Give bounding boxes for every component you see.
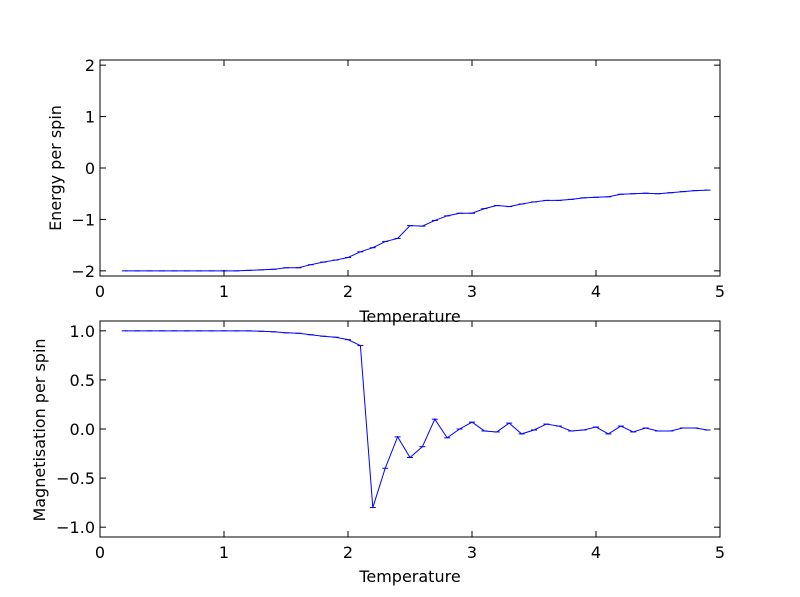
magnetisation-y-axis-label: Magnetisation per spin — [30, 338, 49, 521]
magnetisation-y-tick-label: −0.5 — [56, 469, 95, 488]
magnetisation-x-tick-label: 1 — [219, 543, 229, 562]
energy-series — [121, 189, 711, 272]
energy-y-tick-label: 1 — [85, 108, 95, 127]
energy-y-tick-label: 0 — [85, 159, 95, 178]
energy-x-tick-label: 4 — [591, 282, 601, 301]
magnetisation-y-tick-label: 0.5 — [70, 371, 95, 390]
magnetisation-ticks: 0 1 2 3 4 5 −1.0 −0.5 0.0 0.5 1.0 — [56, 321, 725, 562]
magnetisation-x-axis-label: Temperature — [358, 567, 460, 586]
magnetisation-y-tick-label: 1.0 — [70, 322, 95, 341]
magnetisation-chart: 0 1 2 3 4 5 −1.0 −0.5 0.0 0.5 1.0 Temperature Magn… — [30, 320, 725, 586]
magnetisation-x-tick-label: 0 — [95, 543, 105, 562]
energy-x-tick-label: 1 — [219, 282, 229, 301]
energy-x-axis-label: Temperature — [358, 307, 460, 326]
energy-axes-frame — [99, 59, 721, 277]
energy-x-tick-label: 5 — [715, 282, 725, 301]
energy-x-tick-label: 2 — [343, 282, 353, 301]
energy-series-line — [124, 189, 708, 272]
magnetisation-series-line — [124, 330, 708, 508]
energy-ticks: 0 1 2 3 4 5 −2 −1 0 1 2 — [71, 56, 725, 301]
energy-y-tick-label: 2 — [85, 56, 95, 75]
energy-chart: 0 1 2 3 4 5 −2 −1 0 1 2 Temperature Energy per spi… — [46, 56, 725, 326]
magnetisation-y-tick-label: 0.0 — [70, 420, 95, 439]
energy-y-tick-label: −1 — [71, 210, 95, 229]
magnetisation-y-tick-label: −1.0 — [56, 518, 95, 537]
magnetisation-series — [121, 330, 711, 509]
energy-y-tick-label: −2 — [71, 262, 95, 281]
energy-y-axis-label: Energy per spin — [46, 105, 65, 231]
magnetisation-x-tick-label: 2 — [343, 543, 353, 562]
energy-x-tick-label: 3 — [467, 282, 477, 301]
magnetisation-x-tick-label: 5 — [715, 543, 725, 562]
energy-x-tick-label: 0 — [95, 282, 105, 301]
magnetisation-x-tick-label: 3 — [467, 543, 477, 562]
magnetisation-x-tick-label: 4 — [591, 543, 601, 562]
